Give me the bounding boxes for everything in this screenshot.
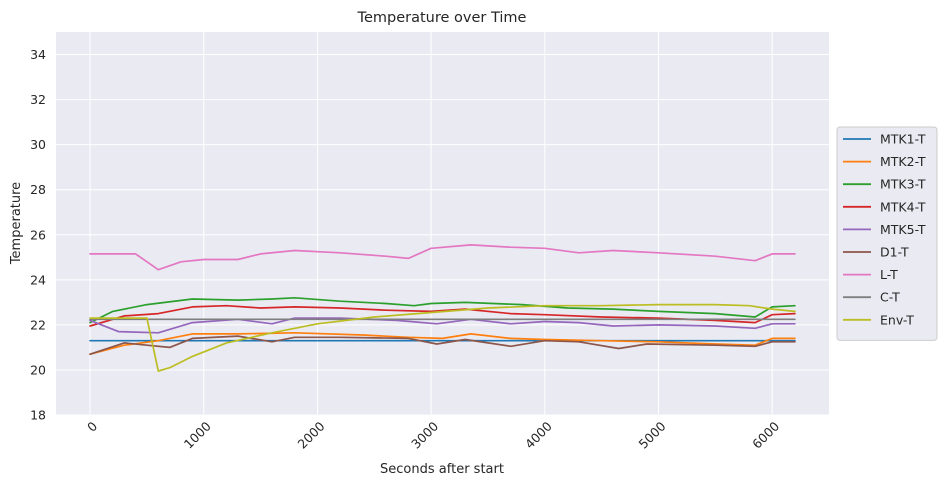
- legend-label: MTK5-T: [880, 222, 926, 237]
- series-lines: [89, 244, 796, 372]
- y-axis-label: Temperature: [9, 182, 24, 265]
- y-tick-label: 24: [30, 272, 46, 287]
- legend-label: Env-T: [880, 312, 914, 327]
- y-tick-label: 28: [30, 182, 46, 197]
- y-tick-label: 30: [30, 137, 46, 152]
- x-tick-label: 0: [84, 418, 100, 434]
- series-line: [89, 303, 796, 372]
- x-tick-label: 2000: [294, 418, 327, 451]
- series-line: [89, 296, 796, 324]
- y-tick-label: 18: [30, 408, 46, 423]
- series-line: [89, 331, 796, 356]
- legend: MTK1-T MTK2-T MTK3-T MTK4-T MTK5-T D1-T L-T C-T…: [836, 126, 938, 341]
- x-tick-label: 6000: [749, 418, 782, 451]
- x-axis-label: Seconds after start: [380, 462, 504, 477]
- y-tick-label: 26: [30, 227, 46, 242]
- legend-label: MTK1-T: [880, 132, 926, 147]
- legend-label: C-T: [880, 290, 900, 305]
- plot-background: [56, 32, 829, 415]
- series-line: [89, 304, 796, 327]
- series-line: [89, 317, 796, 334]
- y-tick-label: 34: [30, 47, 46, 62]
- y-tick-label: 20: [30, 362, 46, 377]
- y-tick-labels: 18 20 22 24 26 28 30 32 34: [30, 47, 46, 422]
- legend-label: L-T: [880, 267, 898, 282]
- series-line: [89, 335, 796, 356]
- x-tick-labels: 0 1000 2000 3000 4000 5000 6000: [84, 418, 782, 451]
- legend-label: MTK4-T: [880, 199, 926, 214]
- x-tick-label: 4000: [522, 418, 555, 451]
- x-tick-label: 3000: [408, 418, 441, 451]
- y-tick-label: 32: [30, 92, 46, 107]
- x-tick-label: 1000: [181, 418, 214, 451]
- legend-label: MTK3-T: [880, 177, 926, 192]
- chart-title: Temperature over Time: [357, 10, 527, 26]
- x-tick-label: 5000: [636, 418, 669, 451]
- legend-label: D1-T: [880, 245, 909, 260]
- y-tick-label: 22: [30, 317, 46, 332]
- legend-label: MTK2-T: [880, 154, 926, 169]
- series-line: [89, 244, 796, 271]
- legend-box: [836, 126, 938, 341]
